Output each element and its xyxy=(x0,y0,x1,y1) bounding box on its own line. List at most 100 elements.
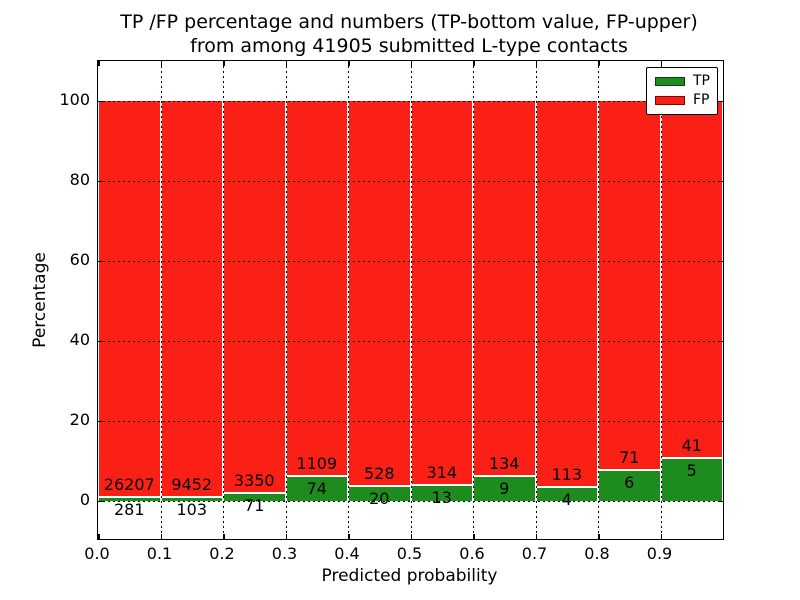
y-tick-mark xyxy=(98,180,103,182)
x-tick-mark xyxy=(410,534,412,539)
y-tick-mark-right xyxy=(718,420,723,422)
vertical-gridline xyxy=(473,61,474,539)
vertical-gridline xyxy=(660,61,662,539)
fp-count-label: 26207 xyxy=(103,474,155,494)
x-tick-label: 0.2 xyxy=(209,544,235,563)
x-tick-mark xyxy=(285,534,287,539)
x-tick-label: 0.7 xyxy=(521,544,548,563)
fp-count-label: 113 xyxy=(551,465,583,485)
y-tick-label: 60 xyxy=(69,250,90,269)
x-tick-label: 0.8 xyxy=(584,544,610,563)
chart-title: TP /FP percentage and numbers (TP-bottom… xyxy=(19,10,799,58)
fp-bar-segment xyxy=(473,101,536,476)
chart-title-line1: TP /FP percentage and numbers (TP-bottom… xyxy=(120,11,698,33)
fp-count-label: 9452 xyxy=(171,474,213,494)
vertical-gridline xyxy=(223,61,224,539)
legend: TP FP xyxy=(646,67,718,115)
y-tick-mark-right xyxy=(718,100,723,102)
fp-legend-swatch xyxy=(655,96,685,105)
x-tick-label: 0.1 xyxy=(146,544,173,563)
x-tick-mark-top xyxy=(348,61,350,66)
x-tick-mark-top xyxy=(410,61,412,66)
x-tick-mark xyxy=(98,534,100,539)
x-tick-mark xyxy=(535,534,537,539)
x-tick-mark xyxy=(598,534,600,539)
y-tick-mark xyxy=(98,340,103,342)
tp-legend-label: TP xyxy=(693,73,710,89)
y-tick-mark-right xyxy=(718,260,723,262)
x-tick-mark xyxy=(473,534,475,539)
tp-count-label: 6 xyxy=(624,472,635,492)
fp-bar-segment xyxy=(535,101,598,488)
tp-count-label: 13 xyxy=(431,488,452,508)
tp-bar-segment xyxy=(285,475,348,501)
tp-count-label: 281 xyxy=(113,499,145,519)
fp-bar-segment xyxy=(160,101,223,497)
x-tick-mark-top xyxy=(285,61,287,66)
fp-count-label: 3350 xyxy=(233,470,275,490)
fp-count-label: 41 xyxy=(681,435,702,455)
vertical-gridline xyxy=(160,61,162,539)
y-tick-label: 0 xyxy=(79,490,90,509)
tp-count-label: 74 xyxy=(306,478,327,498)
x-tick-label: 0.5 xyxy=(396,544,423,563)
x-axis-title: Predicted probability xyxy=(321,566,498,586)
fp-bar-segment xyxy=(223,101,286,493)
vertical-gridline xyxy=(598,61,599,539)
x-tick-label: 0.3 xyxy=(271,544,298,563)
x-tick-mark-top xyxy=(535,61,537,66)
y-tick-mark-right xyxy=(718,180,723,182)
tp-bar-segment xyxy=(98,496,161,501)
x-tick-mark-top xyxy=(223,61,225,66)
tp-bar-segment xyxy=(598,469,661,501)
fp-bar-segment xyxy=(598,101,661,470)
x-tick-mark xyxy=(660,534,662,539)
tp-count-label: 20 xyxy=(369,489,390,509)
tp-bar-segment xyxy=(660,457,723,501)
x-tick-mark-top xyxy=(160,61,162,66)
tp-count-label: 103 xyxy=(176,499,208,519)
legend-item-tp: TP xyxy=(647,74,717,89)
y-tick-mark-right xyxy=(718,340,723,342)
vertical-gridline xyxy=(285,61,287,539)
tp-count-label: 5 xyxy=(686,460,697,480)
x-tick-label: 0.4 xyxy=(334,544,360,563)
y-tick-mark-right xyxy=(718,500,723,502)
y-tick-mark xyxy=(98,500,103,502)
vertical-gridline xyxy=(348,61,349,539)
fp-bar-segment xyxy=(410,101,473,486)
x-tick-mark-top xyxy=(598,61,600,66)
x-tick-mark-top xyxy=(98,61,100,66)
legend-item-fp: FP xyxy=(647,93,717,108)
tp-count-label: 71 xyxy=(244,495,265,515)
x-tick-mark xyxy=(348,534,350,539)
fp-count-label: 1109 xyxy=(296,453,338,473)
x-tick-mark-top xyxy=(473,61,475,66)
fp-bar-segment xyxy=(348,101,411,487)
chart-title-line2: from among 41905 submitted L-type contac… xyxy=(190,35,628,57)
vertical-gridline xyxy=(535,61,537,539)
x-tick-mark xyxy=(160,534,162,539)
y-tick-mark xyxy=(98,100,103,102)
tp-count-label: 9 xyxy=(499,478,510,498)
plot-area: 26207 281 9452 103 3350 71 1109 74 528 20 314 13 134… xyxy=(97,60,724,540)
x-tick-mark-top xyxy=(660,61,662,66)
fp-bar-segment xyxy=(660,101,723,458)
y-tick-mark xyxy=(98,420,103,422)
fp-count-label: 134 xyxy=(488,453,520,473)
x-tick-mark xyxy=(223,534,225,539)
fp-count-label: 528 xyxy=(363,464,395,484)
fp-bar-segment xyxy=(98,101,161,497)
fp-bar-segment xyxy=(285,101,348,476)
tp-bar-segment xyxy=(473,475,536,501)
fp-count-label: 71 xyxy=(619,447,640,467)
tp-legend-swatch xyxy=(655,77,685,86)
vertical-gridline xyxy=(410,61,412,539)
y-tick-label: 100 xyxy=(59,90,90,109)
y-tick-label: 20 xyxy=(69,410,90,429)
tp-count-label: 4 xyxy=(561,490,572,510)
x-tick-label: 0.6 xyxy=(459,544,485,563)
y-tick-label: 80 xyxy=(69,170,90,189)
y-tick-label: 40 xyxy=(69,330,90,349)
